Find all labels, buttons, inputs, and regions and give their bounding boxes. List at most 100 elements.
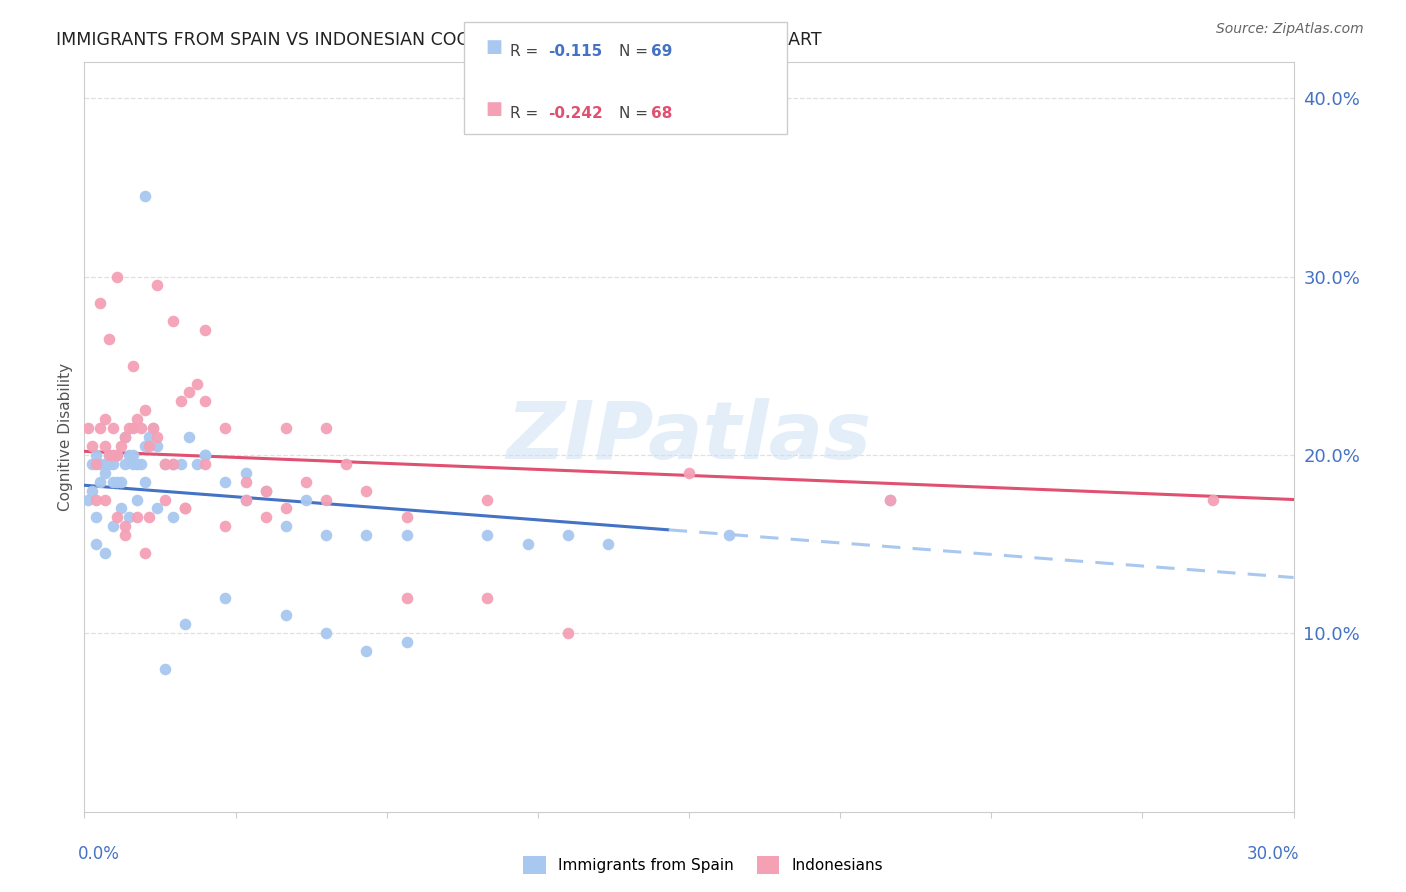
Point xyxy=(315,528,337,542)
Point xyxy=(295,492,318,507)
Point xyxy=(93,546,115,560)
Point xyxy=(153,492,176,507)
Point xyxy=(146,439,169,453)
Point xyxy=(101,475,124,489)
Point xyxy=(118,448,141,462)
Text: ■: ■ xyxy=(485,38,502,56)
Point xyxy=(82,457,104,471)
Point xyxy=(235,475,257,489)
Point xyxy=(254,483,277,498)
Point xyxy=(194,394,217,409)
Point xyxy=(114,430,136,444)
Point xyxy=(879,492,901,507)
Point xyxy=(97,448,120,462)
Point xyxy=(93,457,115,471)
Point xyxy=(110,501,132,516)
Point xyxy=(477,492,499,507)
Point xyxy=(125,457,148,471)
Point xyxy=(557,528,579,542)
Point xyxy=(110,475,132,489)
Point xyxy=(516,537,538,551)
Point xyxy=(214,519,236,533)
Point xyxy=(121,448,143,462)
Text: R =: R = xyxy=(510,106,544,120)
Point xyxy=(194,448,217,462)
Text: ZIPatlas: ZIPatlas xyxy=(506,398,872,476)
Point xyxy=(274,501,297,516)
Point xyxy=(134,189,156,203)
Point xyxy=(174,501,197,516)
Text: R =: R = xyxy=(510,45,544,59)
Point xyxy=(194,323,217,337)
Text: IMMIGRANTS FROM SPAIN VS INDONESIAN COGNITIVE DISABILITY CORRELATION CHART: IMMIGRANTS FROM SPAIN VS INDONESIAN COGN… xyxy=(56,31,823,49)
Point xyxy=(118,421,141,435)
Point xyxy=(718,528,741,542)
Point xyxy=(162,457,184,471)
Point xyxy=(356,644,378,658)
Point xyxy=(114,430,136,444)
Point xyxy=(395,510,418,524)
Point xyxy=(101,421,124,435)
Point xyxy=(356,528,378,542)
Point xyxy=(77,492,100,507)
Point xyxy=(93,412,115,426)
Point xyxy=(121,421,143,435)
Text: N =: N = xyxy=(619,106,652,120)
Point xyxy=(356,483,378,498)
Point xyxy=(142,421,165,435)
Point xyxy=(186,457,208,471)
Point xyxy=(129,421,152,435)
Point xyxy=(82,439,104,453)
Point xyxy=(77,421,100,435)
Point xyxy=(134,439,156,453)
Point xyxy=(93,439,115,453)
Point xyxy=(89,475,111,489)
Point xyxy=(315,421,337,435)
Point xyxy=(129,457,152,471)
Point xyxy=(121,457,143,471)
Text: 30.0%: 30.0% xyxy=(1247,846,1299,863)
Point xyxy=(194,448,217,462)
Point xyxy=(105,269,128,284)
Text: 68: 68 xyxy=(651,106,672,120)
Point xyxy=(174,617,197,632)
Point xyxy=(93,492,115,507)
Point xyxy=(179,430,201,444)
Point xyxy=(86,537,108,551)
Point xyxy=(125,492,148,507)
Point xyxy=(235,466,257,480)
Point xyxy=(86,448,108,462)
Point xyxy=(114,519,136,533)
Point xyxy=(89,296,111,310)
Text: Source: ZipAtlas.com: Source: ZipAtlas.com xyxy=(1216,22,1364,37)
Point xyxy=(557,626,579,640)
Point xyxy=(105,510,128,524)
Point xyxy=(235,492,257,507)
Point xyxy=(134,475,156,489)
Point xyxy=(678,466,700,480)
Point xyxy=(295,475,318,489)
Point xyxy=(274,519,297,533)
Point xyxy=(477,591,499,605)
Point xyxy=(134,403,156,417)
Text: 0.0%: 0.0% xyxy=(79,846,120,863)
Point xyxy=(101,457,124,471)
Point xyxy=(162,457,184,471)
Text: 69: 69 xyxy=(651,45,672,59)
Point xyxy=(97,332,120,346)
Point xyxy=(179,385,201,400)
Point xyxy=(1202,492,1225,507)
Point xyxy=(170,394,193,409)
Point xyxy=(477,528,499,542)
Point xyxy=(153,457,176,471)
Point xyxy=(235,492,257,507)
Y-axis label: Cognitive Disability: Cognitive Disability xyxy=(58,363,73,511)
Point xyxy=(138,439,160,453)
Point xyxy=(101,448,124,462)
Point xyxy=(162,510,184,524)
Point xyxy=(146,501,169,516)
Point xyxy=(110,439,132,453)
Point xyxy=(186,376,208,391)
Point xyxy=(174,501,197,516)
Text: N =: N = xyxy=(619,45,652,59)
